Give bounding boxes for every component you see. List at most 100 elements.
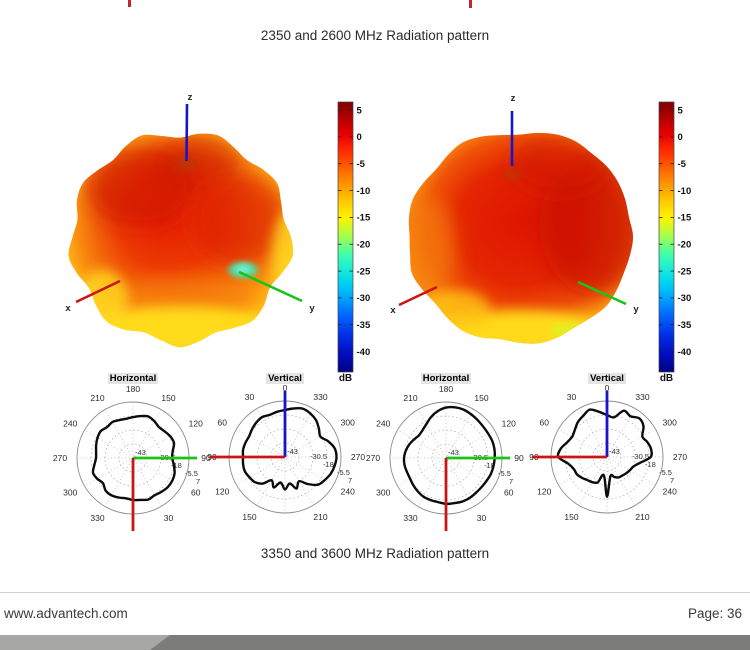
polar-plot-vertical-left: -43-30.5-18-5.57033030027024021015012090… <box>207 383 365 522</box>
polar-radial-label: 7 <box>196 477 200 486</box>
colorbar-tick-label: -15 <box>357 213 371 224</box>
shade-patch <box>78 270 128 330</box>
radiation-pattern-curve <box>241 406 338 491</box>
figure-title-top: 2350 and 2600 MHz Radiation pattern <box>260 28 490 43</box>
colorbar-tick-label: -25 <box>678 266 692 277</box>
colorbar-tick-label: -40 <box>357 347 371 358</box>
colorbar-gradient <box>337 101 354 373</box>
cropped-red-text-fragment <box>469 0 472 8</box>
shade-patch <box>510 135 610 195</box>
colorbar-right: 5 0 -5 -10 -15 -20 -25 -30 -35 -40 dB <box>658 101 692 384</box>
polar-angle-label: 150 <box>242 512 256 522</box>
colorbar-tick-label: 5 <box>357 105 363 116</box>
polar-radial-label: -43 <box>135 448 146 457</box>
colorbar-tick-label: -40 <box>678 347 692 358</box>
shade-patch <box>408 195 455 305</box>
polar-radial-label: 7 <box>670 476 674 485</box>
polar-angle-label: 90 <box>514 453 524 463</box>
radiation-pattern-curve <box>556 408 653 499</box>
z-axis-label: z <box>511 93 516 104</box>
colorbar-unit-label: dB <box>660 373 673 384</box>
polar-plot-title: Vertical <box>240 373 330 384</box>
polar-angle-label: 120 <box>502 419 516 429</box>
colorbar-tick-label: -10 <box>678 186 692 197</box>
polar-plot-title-text: Vertical <box>588 373 626 384</box>
polar-radial-label: -43 <box>609 447 620 456</box>
polar-plot-title: Vertical <box>562 373 652 384</box>
polar-angle-label: 150 <box>564 512 578 522</box>
polar-angle-label: 300 <box>63 488 77 498</box>
colorbar-tick-label: -20 <box>678 239 692 250</box>
polar-angle-label: 180 <box>126 384 140 394</box>
polar-radial-label: -43 <box>448 448 459 457</box>
cropped-red-text-fragment <box>128 0 131 7</box>
y-axis-line <box>238 270 303 303</box>
y-axis-label: y <box>309 303 315 314</box>
z-axis-line <box>185 103 189 162</box>
colorbar-tick-label: -35 <box>357 320 371 331</box>
polar-angle-label: 90 <box>201 453 211 463</box>
polar-plot-title-text: Vertical <box>266 373 304 384</box>
3d-axes-right: z x y <box>390 93 639 316</box>
shade-patch <box>420 290 490 330</box>
colorbar-left: 5 0 -5 -10 -15 -20 -25 -30 -35 -40 dB <box>337 101 371 384</box>
polar-radial-label: -18 <box>484 461 495 470</box>
polar-angle-label: 150 <box>161 393 175 403</box>
polar-radial-label: -18 <box>171 461 182 470</box>
polar-radial-label: -18 <box>323 460 334 469</box>
footer-page-number: Page: 36 <box>688 606 743 621</box>
polar-radial-label: -5.5 <box>659 468 672 477</box>
colorbar-tick-label: -35 <box>678 320 692 331</box>
polar-angle-label: 0 <box>283 383 288 393</box>
footer-divider <box>0 592 750 593</box>
polar-plot-title: Horizontal <box>401 373 491 384</box>
shade-patch <box>85 148 195 228</box>
x-axis-line <box>398 285 438 307</box>
shade-patch <box>550 322 586 338</box>
x-axis-line <box>75 279 121 304</box>
polar-angle-label: 60 <box>191 488 201 498</box>
footer-bar <box>0 635 750 650</box>
polar-angle-label: 210 <box>403 393 417 403</box>
polar-angle-label: 120 <box>537 487 551 497</box>
z-axis-label: z <box>188 92 193 103</box>
shade-patch <box>190 175 290 265</box>
polar-angle-label: 210 <box>313 512 327 522</box>
colorbar-tick-label: -30 <box>357 293 371 304</box>
polar-angle-label: 30 <box>245 392 255 402</box>
polar-angle-label: 240 <box>663 487 677 497</box>
colorbar-tick-label: 5 <box>678 105 684 116</box>
polar-angle-label: 270 <box>351 452 365 462</box>
y-axis-line <box>577 280 627 306</box>
polar-angle-label: 30 <box>567 392 577 402</box>
shade-patch <box>236 265 250 273</box>
polar-radial-label: -30.5 <box>632 452 649 461</box>
colorbar-tick-label: -10 <box>357 186 371 197</box>
x-axis-label: x <box>390 305 396 316</box>
polar-plot-title-text: Horizontal <box>420 373 472 384</box>
colorbar-gradient <box>658 101 675 373</box>
polar-plot-horizontal-left: -43-30.5-18-5.57180150120906030330300270… <box>53 384 211 531</box>
colorbar-tick-label: -5 <box>678 159 687 170</box>
polar-radial-label: -5.5 <box>337 468 350 477</box>
colorbar-tick-label: -20 <box>357 239 371 250</box>
shade-patch <box>272 210 294 300</box>
polar-angle-label: 270 <box>53 453 67 463</box>
figure-caption-bottom: 3350 and 3600 MHz Radiation pattern <box>260 546 490 561</box>
polar-angle-label: 30 <box>477 513 487 523</box>
colorbar-tick-label: -15 <box>678 213 692 224</box>
polar-radial-label: -43 <box>287 447 298 456</box>
polar-angle-label: 330 <box>635 392 649 402</box>
polar-angle-label: 270 <box>673 452 687 462</box>
polar-angle-label: 300 <box>341 418 355 428</box>
shade-patch <box>174 157 198 171</box>
colorbar-tick-label: -25 <box>357 266 371 277</box>
polar-plot-title: Horizontal <box>88 373 178 384</box>
polar-radial-label: 7 <box>348 476 352 485</box>
3d-axes-left: z x y <box>65 92 315 314</box>
polar-angle-label: 30 <box>164 513 174 523</box>
polar-radial-label: 7 <box>509 477 513 486</box>
polar-angle-label: 240 <box>376 419 390 429</box>
